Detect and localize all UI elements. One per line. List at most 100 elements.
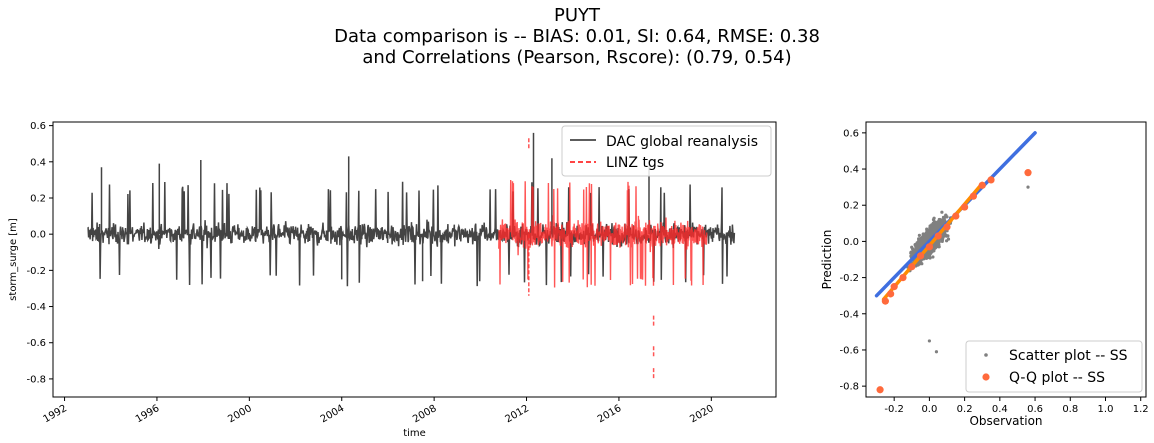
sc-y-tick-label: -0.8 <box>839 382 859 393</box>
sc-x-tick-label: 0.0 <box>921 404 937 415</box>
scatter-point <box>934 222 939 226</box>
ts-y-tick-label: -0.4 <box>26 302 46 313</box>
scatter-point <box>928 224 932 228</box>
scatter-point <box>931 218 936 222</box>
ts-legend: DAC global reanalysis LINZ tgs <box>561 125 772 177</box>
linz-series-spikes <box>528 138 655 379</box>
sc-y-tick-label: 0.6 <box>843 128 859 139</box>
scatter-point <box>942 232 947 236</box>
ts-x-tick-label: 2016 <box>596 403 624 425</box>
figure-title-line-3: and Correlations (Pearson, Rscore): (0.7… <box>362 47 792 68</box>
sc-x-tick-label: 0.4 <box>992 404 1008 415</box>
sc-y-tick-label: 0.0 <box>843 237 859 248</box>
scatter-point <box>941 221 945 225</box>
scatter-point <box>937 243 941 247</box>
sc-legend-label-qq: Q-Q plot -- SS <box>1009 370 1105 386</box>
scatter-point <box>934 350 939 354</box>
qq-point <box>978 181 986 189</box>
dac-series-line <box>87 132 736 287</box>
qq-point <box>881 297 889 305</box>
sc-y-tick-label: -0.2 <box>839 273 859 284</box>
scatter-point <box>928 250 932 254</box>
scatter-plot <box>874 131 1037 394</box>
sc-x-tick-label: 0.2 <box>957 404 973 415</box>
qq-point <box>934 232 942 240</box>
timeseries-frame <box>52 121 777 398</box>
scatter-point <box>944 214 948 218</box>
ts-x-tick-label: 2004 <box>319 403 347 425</box>
ts-x-tick-label: 2000 <box>226 403 254 425</box>
sc-y-tick-label: -0.4 <box>839 309 859 320</box>
ts-y-tick-label: 0.0 <box>30 230 46 241</box>
sc-legend: Scatter plot -- SS Q-Q plot -- SS <box>965 340 1143 393</box>
scatter-point <box>913 242 918 247</box>
qq-point <box>952 212 960 220</box>
qq-point <box>969 192 978 200</box>
scatter-point <box>917 239 921 243</box>
figure-title-line-1: PUYT <box>553 5 601 26</box>
ts-y-tick-label: 0.4 <box>30 157 46 168</box>
scatter-point <box>941 215 946 219</box>
qq-point <box>887 290 895 298</box>
scatter-point <box>934 226 939 230</box>
scatter-frame <box>865 121 1147 398</box>
scatter-point <box>922 236 926 240</box>
ts-x-tick-label: 1996 <box>134 403 162 425</box>
ts-y-tick-label: 0.2 <box>30 193 46 204</box>
qq-point <box>890 283 898 291</box>
ts-y-tick-label: -0.6 <box>26 338 46 349</box>
sc-x-tick-label: 0.6 <box>1027 404 1043 415</box>
scatter-point <box>931 255 935 259</box>
ts-legend-label-dac: DAC global reanalysis <box>606 134 758 150</box>
qq-point <box>899 273 907 282</box>
sc-legend-box <box>965 340 1143 393</box>
ts-y-tick-label: -0.8 <box>26 374 46 385</box>
scatter-point <box>918 245 922 249</box>
sc-legend-label-scatter: Scatter plot -- SS <box>1009 348 1128 364</box>
scatter-point <box>931 249 935 253</box>
scatter-point <box>925 227 929 231</box>
ts-x-tick-label: 2012 <box>503 403 531 425</box>
fit-line <box>881 181 984 302</box>
scatter-point <box>937 240 941 244</box>
sc-legend-swatch-qq <box>982 373 990 381</box>
scatter-point <box>1026 185 1030 189</box>
scatter-point <box>909 250 914 254</box>
sc-y-tick-label: 0.4 <box>843 165 859 176</box>
ts-y-tick-label: -0.2 <box>26 266 46 277</box>
scatter-point <box>928 231 932 235</box>
scatter-point <box>910 245 914 249</box>
linz-series-line <box>498 179 708 288</box>
scatter-point <box>938 221 942 225</box>
scatter-point <box>927 339 931 343</box>
qq-point <box>961 203 969 211</box>
timeseries-plot <box>87 132 736 379</box>
scatter-point <box>924 233 929 237</box>
sc-y-axis-label: Prediction <box>820 230 834 290</box>
figure-title-line-2: Data comparison is -- BIAS: 0.01, SI: 0.… <box>334 26 820 47</box>
qq-point <box>987 176 995 184</box>
sc-y-tick-label: -0.6 <box>839 345 859 356</box>
scatter-point <box>923 256 927 260</box>
ts-legend-label-linz: LINZ tgs <box>606 155 664 171</box>
qq-point <box>916 252 925 260</box>
sc-x-tick-label: 0.8 <box>1062 404 1078 415</box>
scatter-point <box>946 237 951 241</box>
qq-point <box>1024 169 1032 177</box>
scatter-point <box>918 242 922 246</box>
scatter-point <box>917 233 922 237</box>
scatter-point <box>925 252 930 256</box>
sc-x-axis-label: Observation <box>969 414 1042 428</box>
scatter-point <box>918 260 922 264</box>
sc-y-tick-label: 0.2 <box>843 201 859 212</box>
ts-x-tick-label: 1992 <box>42 403 70 425</box>
ts-legend-box <box>561 125 772 177</box>
scatter-point <box>942 218 946 222</box>
ts-x-axis-label: time <box>403 428 426 439</box>
scatter-point <box>944 234 949 238</box>
sc-x-tick-label: 1.2 <box>1133 404 1149 415</box>
sc-legend-swatch-scatter <box>984 353 988 357</box>
ts-y-tick-label: 0.6 <box>30 121 46 132</box>
scatter-point <box>937 217 941 222</box>
